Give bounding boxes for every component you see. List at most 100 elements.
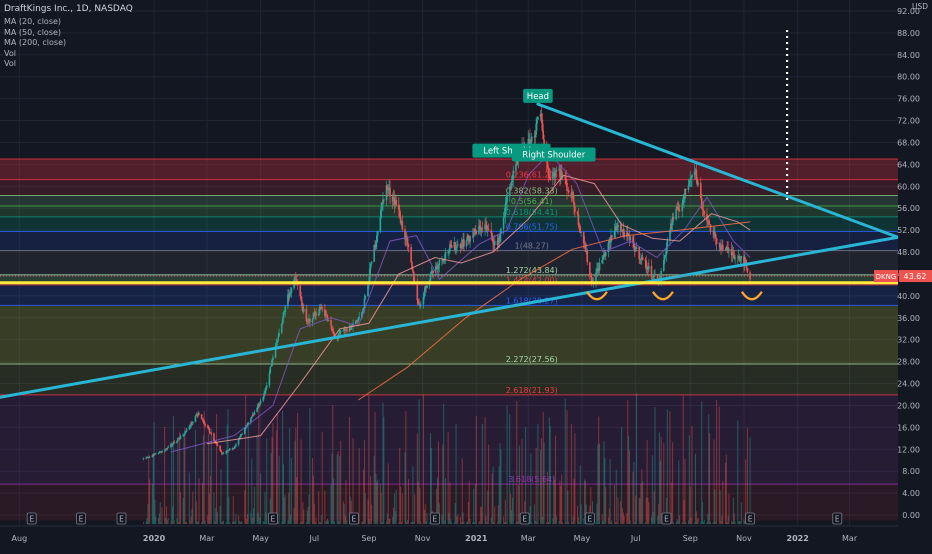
candle-body (281, 318, 284, 324)
candle-body (147, 456, 149, 458)
volume-bar (559, 480, 561, 524)
volume-bar (346, 520, 348, 524)
volume-bar (233, 521, 235, 524)
indicator-volume-2[interactable]: Vol (4, 59, 16, 68)
candle-body (546, 162, 549, 168)
earnings-marker[interactable]: E (519, 512, 530, 525)
volume-bar (702, 521, 704, 524)
volume-bar (295, 427, 297, 524)
volume-bar (251, 458, 253, 524)
candle-body (670, 223, 672, 231)
candle-body (418, 303, 420, 306)
price-tick: 56.00 (897, 204, 920, 213)
candle-body (391, 196, 394, 202)
earnings-marker[interactable]: E (430, 512, 440, 525)
candle-body (420, 304, 422, 306)
candle-body (596, 267, 599, 269)
candle-body (628, 236, 631, 241)
candle-body (412, 269, 414, 272)
candle-body (288, 293, 291, 298)
earnings-marker[interactable]: E (584, 512, 595, 525)
earnings-marker[interactable]: E (26, 512, 37, 525)
candle-body (241, 433, 243, 435)
candle-body (357, 317, 360, 322)
volume-bar (494, 506, 496, 524)
candle-body (609, 239, 611, 243)
candle-body (687, 185, 690, 190)
earnings-marker[interactable]: E (76, 512, 86, 525)
candle-body (294, 278, 296, 280)
volume-bar (687, 520, 689, 524)
candle-body (722, 244, 724, 251)
candle-body (553, 172, 556, 177)
fib-label: 0.5(56.41) (511, 197, 553, 206)
volume-bar (260, 473, 262, 524)
candle-body (486, 225, 488, 230)
candle-body (660, 270, 662, 281)
volume-bar (383, 416, 385, 524)
volume-bar (185, 521, 187, 524)
candle-body (422, 296, 425, 305)
volume-bar (739, 521, 741, 524)
candle-body (399, 216, 402, 224)
volume-bar (406, 521, 408, 524)
volume-bar (209, 475, 211, 524)
candle-body (301, 300, 303, 307)
fib-bands (0, 158, 898, 521)
earnings-marker[interactable]: E (661, 512, 672, 525)
candle-body (227, 450, 229, 452)
indicator-ma20[interactable]: MA (20, close) (4, 17, 62, 26)
candle-body (345, 328, 347, 331)
earnings-marker[interactable]: E (349, 512, 359, 525)
candle-body (176, 441, 178, 443)
candle-body (506, 195, 508, 203)
volume-bar (444, 520, 446, 524)
volume-bar (442, 444, 444, 524)
volume-bar (596, 503, 598, 524)
earnings-marker[interactable]: E (268, 512, 278, 525)
candle-body (548, 175, 551, 179)
earnings-marker[interactable]: E (116, 512, 127, 525)
candle-body (437, 265, 440, 269)
indicator-ma50[interactable]: MA (50, close) (4, 27, 62, 37)
volume-bar (455, 424, 457, 524)
candle-body (258, 404, 260, 406)
volume-bar (312, 458, 314, 524)
volume-bar (627, 400, 629, 524)
volume-bar (272, 422, 274, 524)
candle-body (369, 263, 372, 269)
candle-body (491, 232, 493, 237)
earnings-marker[interactable]: E (745, 512, 755, 525)
volume-bar (196, 520, 198, 524)
candle-body (237, 438, 240, 445)
volume-bar (288, 492, 290, 524)
earnings-box (584, 512, 595, 525)
fib-label: 0.382(58.33) (506, 186, 558, 195)
earnings-marker[interactable]: E (832, 512, 843, 525)
volume-bar (308, 495, 310, 524)
volume-bar (246, 514, 248, 524)
indicator-ma200[interactable]: MA (200, close) (4, 38, 67, 47)
candle-body (565, 178, 567, 183)
indicator-volume[interactable]: Vol (4, 48, 16, 58)
volume-bar (577, 505, 579, 524)
candle-body (504, 204, 507, 216)
candle-body (177, 438, 179, 442)
candle-body (701, 208, 704, 210)
candle-body (645, 260, 648, 270)
volume-bar (289, 428, 291, 524)
volume-bar (287, 520, 289, 524)
candle-body (209, 432, 212, 434)
earnings-box (519, 512, 530, 525)
volume-bar (695, 453, 697, 524)
volume-bar (657, 515, 659, 524)
candle-body (395, 199, 397, 206)
candle-body (536, 119, 538, 124)
time-tick: Nov (415, 534, 431, 543)
time-axis: Aug 2020 Mar May Jul Sep Nov 2021 Mar May Jul Sep No… (0, 525, 932, 550)
candle-body (339, 331, 342, 332)
time-tick: 2020 (143, 534, 166, 543)
candle-body (290, 288, 293, 293)
